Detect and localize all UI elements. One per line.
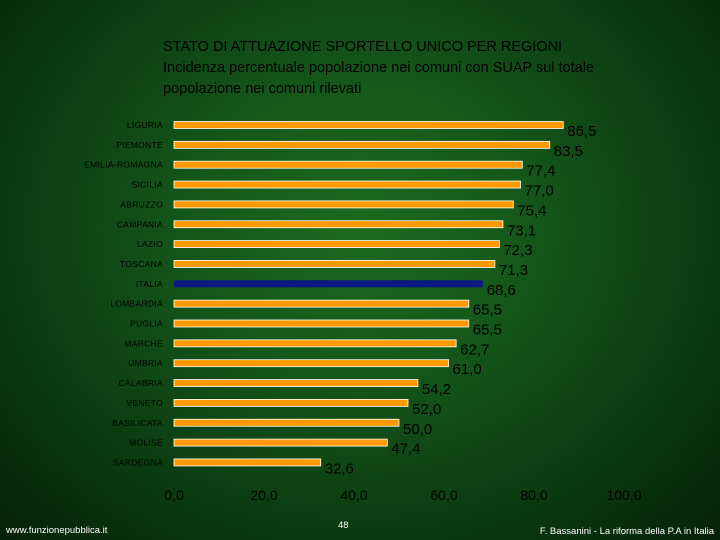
category-label-marche: MARCHE [124,338,163,348]
value-label-marche: 62,7 [460,341,489,358]
bar-calabria [173,379,419,387]
category-label-molise: MOLISE [129,438,163,448]
bar-marche [173,339,457,348]
x-tick-label: 40,0 [340,487,367,503]
chart-title-line-2: Incidenza percentuale popolazione nei co… [163,60,594,76]
category-label-puglia: PUGLIA [130,319,163,329]
bar-liguria [173,121,564,129]
value-label-umbria: 61,0 [453,361,482,378]
bar-campania [173,220,504,229]
bar-toscana [173,260,496,268]
bar-sicilia [173,180,521,189]
chart-title: STATO DI ATTUAZIONE SPORTELLO UNICO PER … [163,37,683,100]
category-label-sicilia: SICILIA [132,180,163,190]
footer-page-number: 48 [338,520,349,531]
value-label-calabria: 54,2 [422,381,451,398]
chart-title-line-1: STATO DI ATTUAZIONE SPORTELLO UNICO PER … [163,39,563,55]
bar-puglia [173,319,470,328]
bar-piemonte [173,140,551,149]
value-label-emilia-romagna: 77,4 [526,163,555,180]
bar-abruzzo [173,200,514,209]
bar-lazio [173,240,500,249]
bar-sardegna [173,458,322,467]
x-tick-label: 60,0 [430,487,457,503]
category-label-italia: ITALIA [136,279,163,289]
footer-website: www.funzionepubblica.it [6,525,108,536]
x-tick-label: 100,0 [606,487,641,503]
category-label-basilicata: BASILICATA [112,418,163,428]
footer-credit: F. Bassanini - La riforma della P.A in I… [539,526,714,537]
category-label-umbria: UMBRIA [128,358,163,368]
category-label-liguria: LIGURIA [127,120,163,130]
x-tick-label: 20,0 [250,487,277,503]
value-label-lombardia: 65,5 [473,302,502,319]
value-label-puglia: 65,5 [473,322,502,339]
value-label-lazio: 72,3 [503,242,532,259]
category-label-calabria: CALABRIA [119,378,163,388]
bar-italia [174,280,483,288]
bar-lombardia [173,299,470,308]
category-label-piemonte: PIEMONTE [116,140,163,150]
x-tick-label: 0,0 [164,487,184,503]
chart-title-line-3: popolazione nei comuni rilevati [163,81,362,97]
category-label-emilia-romagna: EMILIA-ROMAGNA [84,160,163,170]
value-label-italia: 68,6 [487,282,516,299]
category-label-lombardia: LOMBARDIA [110,299,163,309]
bar-veneto [173,398,409,407]
value-label-campania: 73,1 [507,222,536,239]
value-label-toscana: 71,3 [499,262,528,279]
value-label-abruzzo: 75,4 [517,202,546,219]
value-label-veneto: 52,0 [412,401,441,418]
value-label-sicilia: 77,0 [525,183,554,200]
category-label-campania: CAMPANIA [117,219,163,229]
category-label-lazio: LAZIO [137,239,163,249]
category-label-veneto: VENETO [126,398,163,408]
bar-basilicata [173,418,400,427]
bar-molise [173,438,388,447]
category-label-toscana: TOSCANA [120,259,163,269]
category-label-abruzzo: ABRUZZO [120,199,163,209]
value-label-sardegna: 32,6 [325,460,354,477]
value-label-basilicata: 50,0 [403,421,432,438]
value-label-piemonte: 83,5 [554,143,583,160]
x-tick-label: 80,0 [520,487,547,503]
value-label-molise: 47,4 [391,441,420,458]
value-label-liguria: 86,5 [567,123,596,140]
bar-umbria [173,359,449,368]
bar-emilia-romagna [173,160,523,169]
category-label-sardegna: SARDEGNA [113,457,163,467]
